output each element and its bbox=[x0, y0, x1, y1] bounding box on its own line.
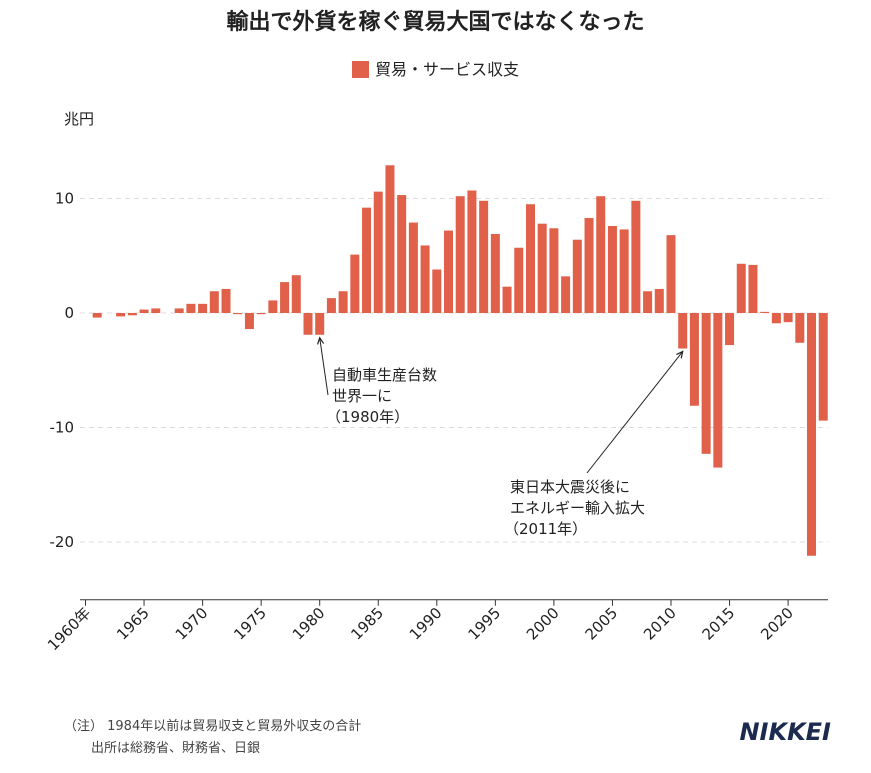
annotation-arrow bbox=[320, 338, 328, 395]
bar bbox=[432, 269, 441, 313]
y-tick-label: -10 bbox=[50, 419, 75, 437]
bar bbox=[748, 265, 757, 313]
x-tick-label: 2000 bbox=[523, 604, 563, 644]
annotation-text: （1980年） bbox=[326, 408, 409, 426]
bar bbox=[245, 313, 254, 329]
annotation-text: 自動車生産台数 bbox=[332, 366, 437, 384]
bar bbox=[631, 201, 640, 313]
bar bbox=[503, 287, 512, 313]
x-tick-label: 1980 bbox=[289, 604, 329, 644]
x-tick-label: 1985 bbox=[347, 604, 387, 644]
bar bbox=[608, 226, 617, 313]
bar bbox=[491, 234, 500, 313]
bar bbox=[385, 165, 394, 313]
x-tick-label: 1960年 bbox=[44, 604, 94, 654]
bar bbox=[140, 310, 149, 313]
x-tick-label: 1975 bbox=[230, 604, 270, 644]
bar bbox=[479, 201, 488, 313]
bar bbox=[737, 264, 746, 313]
x-tick-label: 2020 bbox=[757, 604, 797, 644]
bar bbox=[222, 289, 231, 313]
annotation-text: （2011年） bbox=[504, 520, 587, 538]
bar bbox=[397, 195, 406, 313]
bar bbox=[573, 240, 582, 313]
bar bbox=[538, 224, 547, 313]
bar bbox=[713, 313, 722, 468]
bar bbox=[350, 255, 359, 313]
bar bbox=[514, 248, 523, 313]
bar bbox=[210, 291, 219, 313]
bar bbox=[93, 313, 102, 318]
bar bbox=[268, 300, 277, 313]
bar bbox=[784, 313, 793, 322]
bar bbox=[175, 308, 184, 313]
x-tick-label: 2005 bbox=[582, 604, 622, 644]
bar bbox=[339, 291, 348, 313]
bar bbox=[362, 208, 371, 313]
bar bbox=[667, 235, 676, 313]
bar bbox=[280, 282, 289, 313]
x-tick-label: 1990 bbox=[406, 604, 446, 644]
y-tick-label: 10 bbox=[55, 190, 74, 208]
bar bbox=[374, 192, 383, 313]
bar bbox=[421, 245, 430, 313]
bar bbox=[233, 313, 242, 314]
bar bbox=[655, 289, 664, 313]
footnote: （注） 1984年以前は貿易収支と貿易外収支の合計 出所は総務省、財務省、日銀 bbox=[64, 716, 361, 760]
x-tick-label: 1965 bbox=[113, 604, 153, 644]
bar bbox=[186, 304, 195, 313]
x-tick-label: 1970 bbox=[172, 604, 212, 644]
bar bbox=[678, 313, 687, 348]
bar bbox=[702, 313, 711, 454]
x-tick-label: 2010 bbox=[640, 604, 680, 644]
bar bbox=[643, 291, 652, 313]
annotation-text: 世界一に bbox=[332, 387, 392, 405]
bar bbox=[444, 231, 453, 313]
footnote-line-1: （注） 1984年以前は貿易収支と貿易外収支の合計 bbox=[64, 716, 361, 738]
annotation-text: 東日本大震災後に bbox=[510, 478, 630, 496]
bar bbox=[807, 313, 816, 556]
bar bbox=[128, 313, 137, 315]
x-tick-label: 2015 bbox=[699, 604, 739, 644]
bar bbox=[772, 313, 781, 323]
x-tick-label: 1995 bbox=[464, 604, 504, 644]
bar bbox=[456, 196, 465, 313]
bar bbox=[327, 298, 336, 313]
bar bbox=[795, 313, 804, 343]
bar bbox=[585, 218, 594, 313]
nikkei-logo: NIKKEI bbox=[739, 718, 831, 746]
bar bbox=[620, 229, 629, 313]
bar bbox=[549, 228, 558, 313]
annotation-text: エネルギー輸入拡大 bbox=[510, 499, 645, 517]
bar bbox=[526, 204, 535, 313]
bar bbox=[819, 313, 828, 421]
bar bbox=[596, 196, 605, 313]
bar bbox=[409, 223, 418, 313]
y-tick-label: -20 bbox=[50, 533, 75, 551]
bar bbox=[725, 313, 734, 345]
bar bbox=[257, 313, 266, 314]
bar bbox=[315, 313, 324, 335]
bar bbox=[151, 308, 160, 313]
bar bbox=[198, 304, 207, 313]
bar bbox=[303, 313, 312, 335]
bar bbox=[690, 313, 699, 406]
bar-chart: 10 0 -10 -20 1960年 1965 1970 1975 1980 1985 1990 19… bbox=[0, 0, 871, 773]
bar bbox=[292, 275, 301, 313]
footnote-line-2: 出所は総務省、財務省、日銀 bbox=[64, 738, 361, 760]
y-tick-label: 0 bbox=[64, 304, 74, 322]
annotation-arrow bbox=[587, 351, 683, 473]
bar bbox=[760, 312, 769, 313]
bar bbox=[561, 276, 570, 313]
bar bbox=[467, 190, 476, 313]
bar bbox=[116, 313, 125, 316]
